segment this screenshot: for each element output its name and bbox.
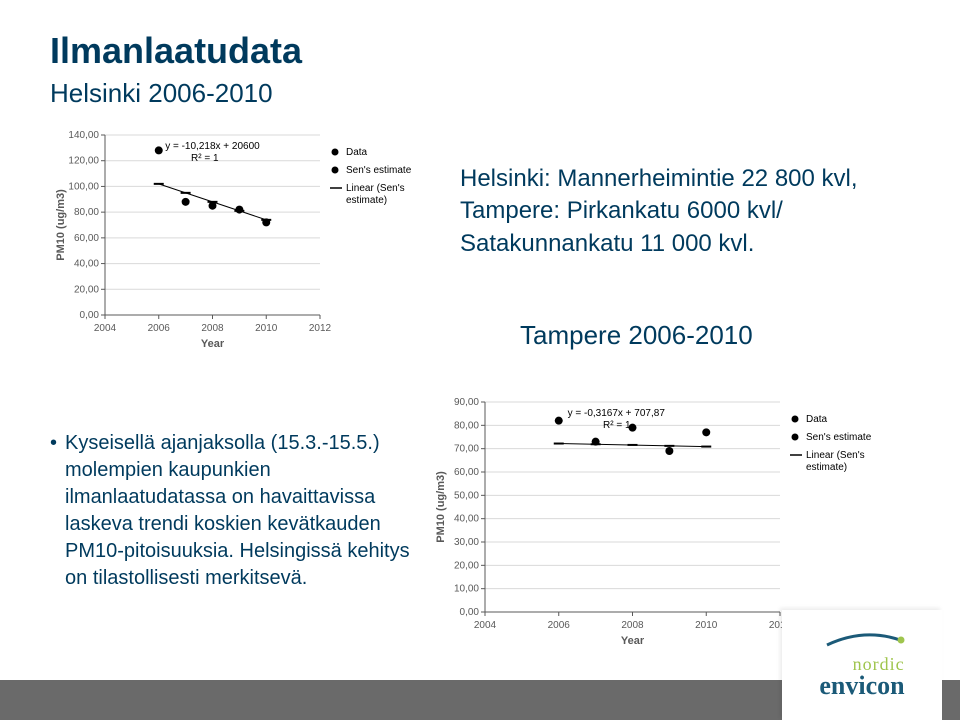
svg-text:R² = 1: R² = 1 (603, 420, 631, 431)
svg-text:Year: Year (621, 635, 645, 647)
svg-text:140,00: 140,00 (68, 130, 99, 141)
svg-text:40,00: 40,00 (454, 514, 479, 525)
svg-text:Linear (Sen's: Linear (Sen's (806, 450, 865, 461)
svg-text:estimate): estimate) (806, 462, 847, 473)
svg-text:Sen's estimate: Sen's estimate (346, 165, 412, 176)
svg-text:120,00: 120,00 (68, 156, 99, 167)
svg-text:Sen's estimate: Sen's estimate (806, 432, 872, 443)
svg-text:y = -0,3167x + 707,87: y = -0,3167x + 707,87 (568, 408, 666, 419)
page-subtitle: Helsinki 2006-2010 (50, 78, 910, 109)
svg-text:80,00: 80,00 (454, 420, 479, 431)
bullet-text: • Kyseisellä ajanjaksolla (15.3.-15.5.) … (50, 430, 410, 592)
svg-text:2010: 2010 (255, 323, 278, 334)
svg-text:Data: Data (346, 147, 368, 158)
svg-text:20,00: 20,00 (454, 560, 479, 571)
svg-text:Data: Data (806, 414, 828, 425)
svg-text:0,00: 0,00 (460, 607, 480, 618)
page-title: Ilmanlaatudata (50, 30, 910, 72)
svg-text:2004: 2004 (474, 620, 497, 631)
svg-text:2006: 2006 (148, 323, 171, 334)
svg-text:2008: 2008 (621, 620, 644, 631)
chart-helsinki: 0,00 20,00 40,00 60,00 80,00 100,00 120,00 140,… (50, 123, 430, 358)
logo-swoosh-icon (825, 631, 905, 649)
logo-box: nordic envicon (782, 610, 942, 720)
svg-text:y = -10,218x + 20600: y = -10,218x + 20600 (165, 141, 260, 152)
svg-text:20,00: 20,00 (74, 284, 99, 295)
svg-text:80,00: 80,00 (74, 207, 99, 218)
info-line: Tampere: Pirkankatu 6000 kvl/ (460, 195, 858, 227)
slide: Ilmanlaatudata Helsinki 2006-2010 0,00 20… (0, 0, 960, 720)
svg-text:Year: Year (201, 338, 225, 350)
svg-text:40,00: 40,00 (74, 259, 99, 270)
svg-text:PM10 (ug/m3): PM10 (ug/m3) (55, 189, 67, 261)
svg-text:2010: 2010 (695, 620, 718, 631)
svg-text:60,00: 60,00 (74, 233, 99, 244)
row-bottom: • Kyseisellä ajanjaksolla (15.3.-15.5.) … (50, 390, 910, 655)
svg-text:30,00: 30,00 (454, 537, 479, 548)
svg-text:0,00: 0,00 (80, 310, 100, 321)
svg-text:2008: 2008 (201, 323, 224, 334)
svg-text:50,00: 50,00 (454, 490, 479, 501)
svg-text:2012: 2012 (309, 323, 332, 334)
info-text: Helsinki: Mannerheimintie 22 800 kvl, Ta… (460, 163, 858, 260)
info-line: Helsinki: Mannerheimintie 22 800 kvl, (460, 163, 858, 195)
svg-text:10,00: 10,00 (454, 584, 479, 595)
svg-text:Linear (Sen's: Linear (Sen's (346, 183, 405, 194)
row-top: 0,00 20,00 40,00 60,00 80,00 100,00 120,00 140,… (50, 123, 910, 358)
logo: nordic envicon (819, 631, 904, 699)
logo-bottom: envicon (819, 673, 904, 699)
svg-text:PM10 (ug/m3): PM10 (ug/m3) (435, 471, 447, 543)
svg-text:2004: 2004 (94, 323, 117, 334)
svg-text:100,00: 100,00 (68, 181, 99, 192)
bullet-content: Kyseisellä ajanjaksolla (15.3.-15.5.) mo… (65, 430, 410, 592)
info-line: Satakunnankatu 11 000 kvl. (460, 228, 858, 260)
chart-helsinki-svg: 0,00 20,00 40,00 60,00 80,00 100,00 120,00 140,… (50, 123, 430, 353)
svg-text:90,00: 90,00 (454, 397, 479, 408)
svg-text:60,00: 60,00 (454, 467, 479, 478)
svg-text:R² = 1: R² = 1 (191, 153, 219, 164)
svg-text:2006: 2006 (548, 620, 571, 631)
bullet-dot: • (50, 430, 57, 592)
svg-text:estimate): estimate) (346, 195, 387, 206)
tampere-label: Tampere 2006-2010 (520, 320, 753, 351)
svg-text:70,00: 70,00 (454, 444, 479, 455)
